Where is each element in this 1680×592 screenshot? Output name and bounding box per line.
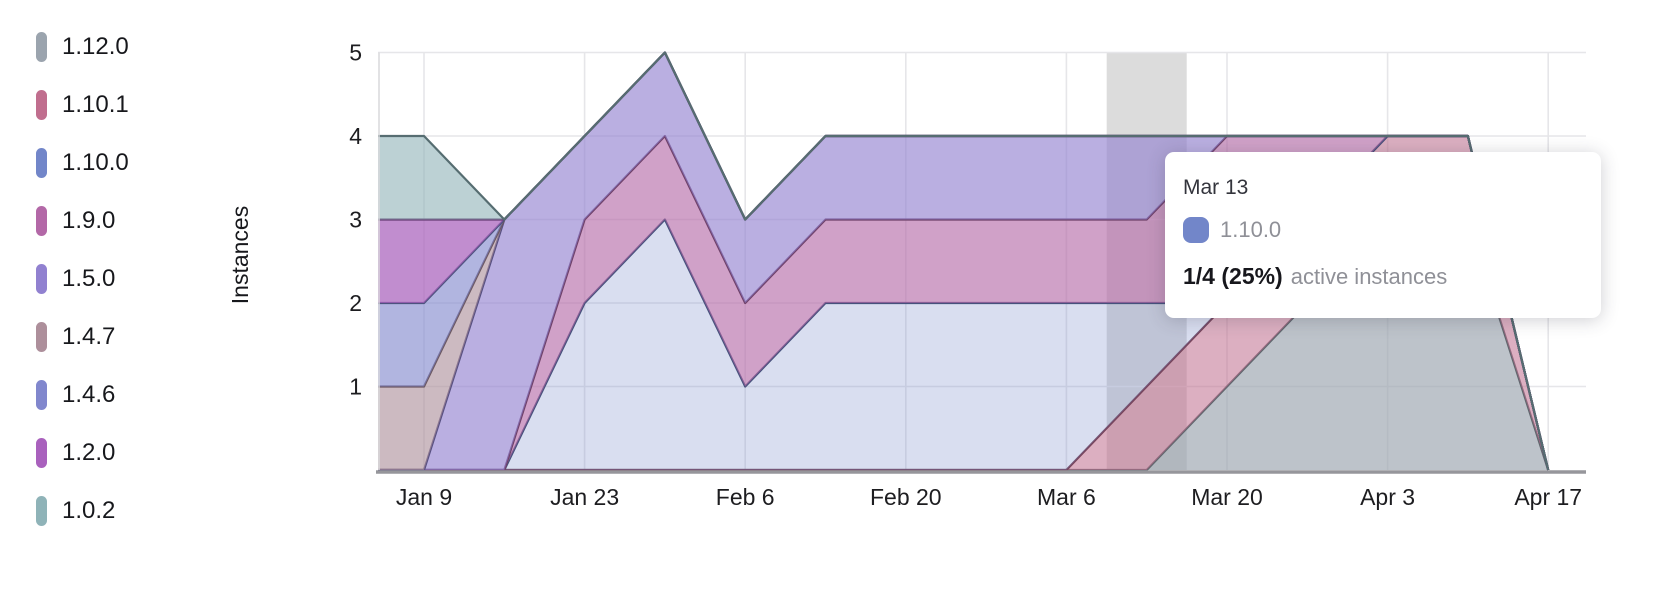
legend-item-label: 1.4.7 <box>62 323 116 350</box>
x-tick-label: Jan 23 <box>550 484 619 510</box>
tooltip-date: Mar 13 <box>1183 176 1249 199</box>
y-tick-label: 5 <box>349 40 362 66</box>
y-tick-label: 4 <box>349 123 362 149</box>
legend-item-1.5.0[interactable]: 1.5.0 <box>36 250 129 308</box>
y-tick-label: 2 <box>349 290 362 316</box>
x-tick-label: Apr 17 <box>1514 484 1582 510</box>
legend-item-label: 1.0.2 <box>62 497 116 524</box>
y-tick-label: 1 <box>349 374 362 400</box>
legend-item-1.10.0[interactable]: 1.10.0 <box>36 134 129 192</box>
legend-item-1.0.2[interactable]: 1.0.2 <box>36 482 129 540</box>
legend-swatch-icon <box>36 496 47 526</box>
legend-swatch-icon <box>36 90 47 120</box>
chart-tooltip: Mar 13 1.10.0 1/4 (25%) active instances <box>1165 152 1601 318</box>
area-1.12.0 <box>378 219 1549 470</box>
tooltip-series-row: 1.10.0 <box>1183 217 1581 243</box>
legend-item-1.10.1[interactable]: 1.10.1 <box>36 76 129 134</box>
legend-swatch-icon <box>36 206 47 236</box>
tooltip-value-suffix: active instances <box>1290 264 1448 289</box>
legend-item-1.9.0[interactable]: 1.9.0 <box>36 192 129 250</box>
x-tick-label: Apr 3 <box>1360 484 1415 510</box>
version-legend: 1.12.0 1.10.1 1.10.0 1.9.0 1.5.0 1.4.7 1.4.6 1.… <box>36 18 129 540</box>
legend-swatch-icon <box>36 148 47 178</box>
legend-item-1.2.0[interactable]: 1.2.0 <box>36 424 129 482</box>
legend-item-label: 1.12.0 <box>62 33 129 60</box>
tooltip-series-swatch-icon <box>1183 217 1209 243</box>
legend-item-label: 1.9.0 <box>62 207 116 234</box>
tooltip-series-label: 1.10.0 <box>1220 217 1282 242</box>
legend-item-1.4.6[interactable]: 1.4.6 <box>36 366 129 424</box>
legend-item-label: 1.10.1 <box>62 91 129 118</box>
legend-swatch-icon <box>36 322 47 352</box>
legend-item-label: 1.2.0 <box>62 439 116 466</box>
legend-swatch-icon <box>36 438 47 468</box>
x-tick-label: Feb 6 <box>716 484 775 510</box>
x-tick-label: Jan 9 <box>396 484 452 510</box>
legend-item-label: 1.5.0 <box>62 265 116 292</box>
x-tick-label: Feb 20 <box>870 484 942 510</box>
legend-swatch-icon <box>36 32 47 62</box>
legend-item-label: 1.10.0 <box>62 149 129 176</box>
legend-item-1.12.0[interactable]: 1.12.0 <box>36 18 129 76</box>
y-tick-label: 3 <box>349 207 362 233</box>
x-tick-label: Mar 6 <box>1037 484 1096 510</box>
legend-item-label: 1.4.6 <box>62 381 116 408</box>
x-tick-label: Mar 20 <box>1191 484 1263 510</box>
line-1.0.2 <box>378 51 1550 471</box>
legend-swatch-icon <box>36 380 47 410</box>
legend-item-1.4.7[interactable]: 1.4.7 <box>36 308 129 366</box>
legend-swatch-icon <box>36 264 47 294</box>
tooltip-stat-row: 1/4 (25%) active instances <box>1183 263 1581 290</box>
tooltip-value: 1/4 (25%) <box>1183 263 1283 289</box>
